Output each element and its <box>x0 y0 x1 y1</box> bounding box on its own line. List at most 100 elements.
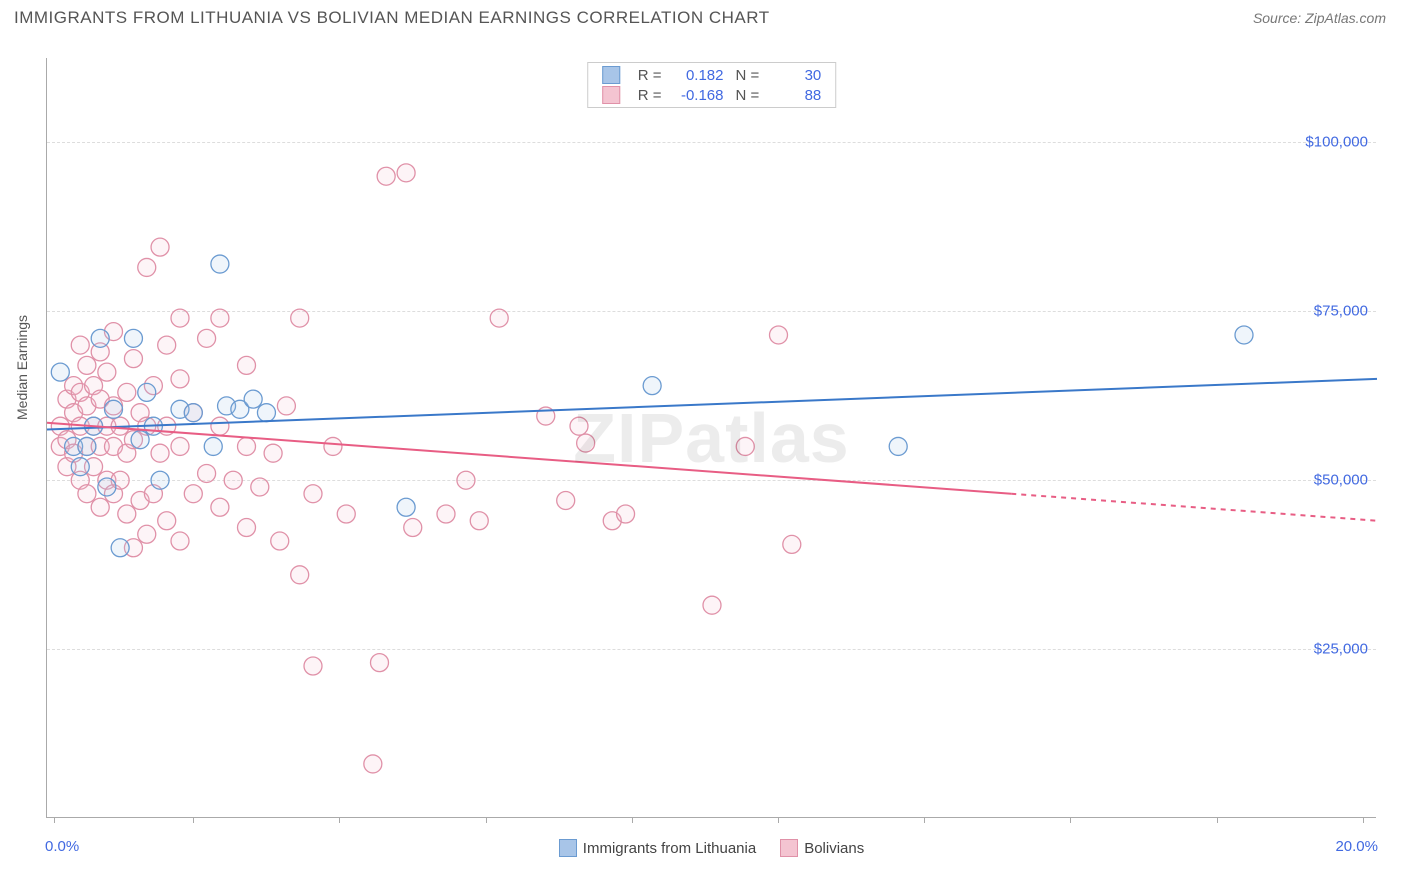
data-point <box>138 383 156 401</box>
data-point <box>337 505 355 523</box>
data-point <box>158 336 176 354</box>
legend-item-a: Immigrants from Lithuania <box>559 839 756 857</box>
x-tick-mark <box>486 817 487 823</box>
x-tick-mark <box>1070 817 1071 823</box>
data-point <box>251 478 269 496</box>
x-tick-mark <box>193 817 194 823</box>
series-b-swatch <box>602 86 620 104</box>
data-point <box>304 485 322 503</box>
data-point <box>171 370 189 388</box>
series-legend: Immigrants from Lithuania Bolivians <box>47 839 1376 857</box>
data-point <box>171 437 189 455</box>
data-point <box>437 505 455 523</box>
data-point <box>304 657 322 675</box>
source-attribution: Source: ZipAtlas.com <box>1253 10 1386 26</box>
x-tick-mark <box>339 817 340 823</box>
data-point <box>78 437 96 455</box>
legend-item-b: Bolivians <box>780 839 864 857</box>
series-a-swatch <box>602 66 620 84</box>
data-point <box>364 755 382 773</box>
data-point <box>171 309 189 327</box>
x-tick-mark <box>778 817 779 823</box>
data-point <box>111 539 129 557</box>
data-point <box>1235 326 1253 344</box>
data-point <box>377 167 395 185</box>
data-point <box>184 485 202 503</box>
correlation-legend: R =0.182 N =30 R =-0.168 N =88 <box>587 62 837 108</box>
data-point <box>211 309 229 327</box>
data-point <box>71 458 89 476</box>
data-point <box>238 356 256 374</box>
data-point <box>397 498 415 516</box>
data-point <box>404 519 422 537</box>
data-point <box>118 505 136 523</box>
data-point <box>264 444 282 462</box>
data-point <box>198 329 216 347</box>
data-point <box>51 363 69 381</box>
data-point <box>291 309 309 327</box>
x-tick-mark <box>1217 817 1218 823</box>
data-point <box>457 471 475 489</box>
data-point <box>244 390 262 408</box>
data-point <box>138 525 156 543</box>
data-point <box>131 431 149 449</box>
data-point <box>171 532 189 550</box>
data-point <box>211 417 229 435</box>
scatter-svg <box>47 58 1376 817</box>
data-point <box>570 417 588 435</box>
data-point <box>557 491 575 509</box>
data-point <box>98 478 116 496</box>
data-point <box>124 350 142 368</box>
data-point <box>78 485 96 503</box>
x-tick-mark <box>54 817 55 823</box>
data-point <box>118 383 136 401</box>
plot-area: $25,000$50,000$75,000$100,000 ZIPatlas R… <box>46 58 1376 818</box>
chart-title: IMMIGRANTS FROM LITHUANIA VS BOLIVIAN ME… <box>14 8 770 28</box>
data-point <box>257 404 275 422</box>
legend-swatch-a <box>559 839 577 857</box>
data-point <box>617 505 635 523</box>
data-point <box>211 498 229 516</box>
y-axis-label: Median Earnings <box>14 315 30 420</box>
data-point <box>371 654 389 672</box>
data-point <box>783 535 801 553</box>
trend-line <box>47 423 1011 494</box>
data-point <box>151 444 169 462</box>
x-tick-mark <box>632 817 633 823</box>
data-point <box>736 437 754 455</box>
data-point <box>78 356 96 374</box>
data-point <box>98 363 116 381</box>
data-point <box>204 437 222 455</box>
data-point <box>151 471 169 489</box>
data-point <box>198 464 216 482</box>
data-point <box>105 400 123 418</box>
x-tick-mark <box>1363 817 1364 823</box>
data-point <box>184 404 202 422</box>
data-point <box>271 532 289 550</box>
data-point <box>470 512 488 530</box>
data-point <box>124 329 142 347</box>
data-point <box>324 437 342 455</box>
data-point <box>889 437 907 455</box>
data-point <box>770 326 788 344</box>
data-point <box>397 164 415 182</box>
data-point <box>238 437 256 455</box>
data-point <box>91 329 109 347</box>
data-point <box>703 596 721 614</box>
x-tick-mark <box>924 817 925 823</box>
data-point <box>291 566 309 584</box>
data-point <box>71 336 89 354</box>
data-point <box>577 434 595 452</box>
legend-swatch-b <box>780 839 798 857</box>
data-point <box>643 377 661 395</box>
data-point <box>158 512 176 530</box>
data-point <box>238 519 256 537</box>
data-point <box>490 309 508 327</box>
data-point <box>224 471 242 489</box>
data-point <box>91 498 109 516</box>
data-point <box>151 238 169 256</box>
data-point <box>138 258 156 276</box>
trend-line <box>1011 494 1377 521</box>
data-point <box>277 397 295 415</box>
data-point <box>211 255 229 273</box>
